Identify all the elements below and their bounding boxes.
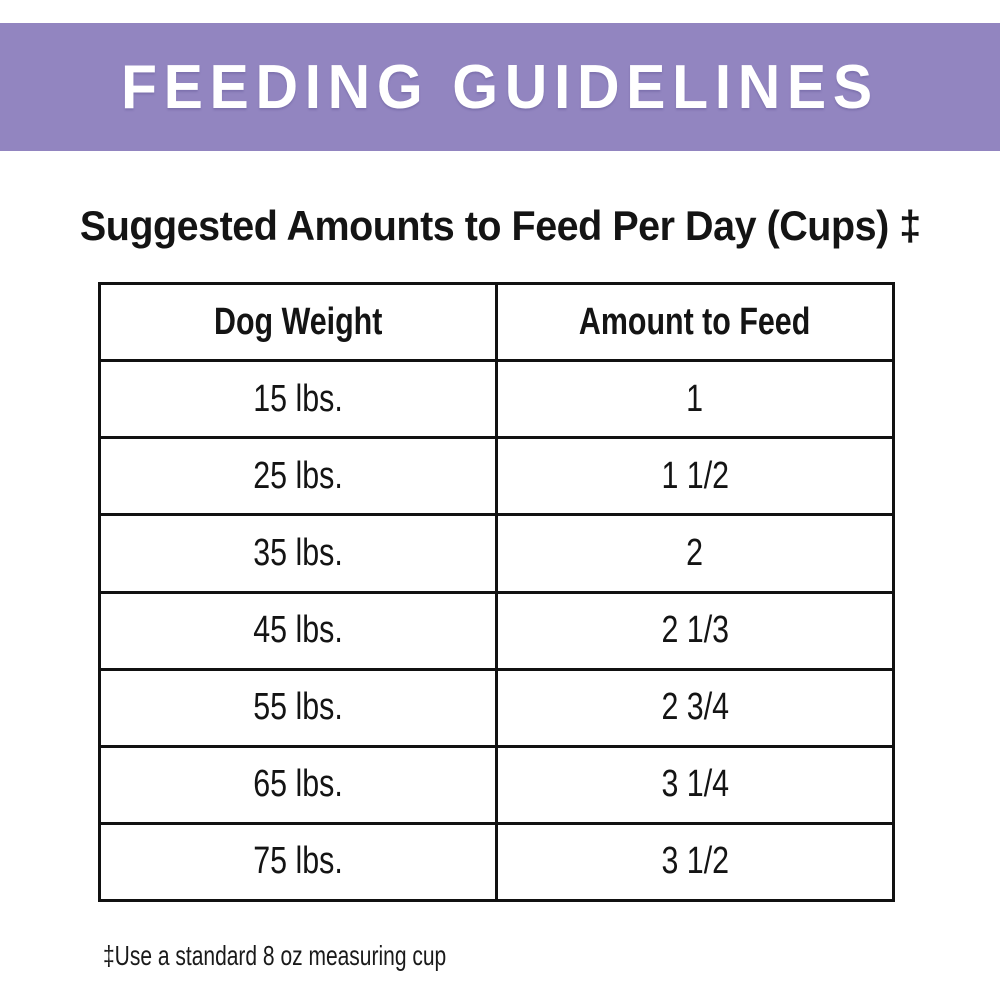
footnote: ‡Use a standard 8 oz measuring cup	[103, 938, 561, 979]
table-row: 35 lbs. 2	[101, 513, 892, 591]
col-header-amount-to-feed-label: Amount to Feed	[579, 300, 811, 343]
table-header-row: Dog Weight Amount to Feed	[101, 285, 892, 360]
table-row: 15 lbs. 1	[101, 359, 892, 437]
col-header-dog-weight-label: Dog Weight	[213, 300, 383, 343]
footnote-text: ‡Use a standard 8 oz measuring cup	[103, 940, 447, 971]
dog-weight-value: 75 lbs.	[253, 840, 343, 883]
banner-title: FEEDING GUIDELINES	[121, 52, 879, 122]
dog-weight-cell: 25 lbs.	[101, 439, 498, 514]
dog-weight-value: 25 lbs.	[253, 454, 343, 497]
amount-value: 2	[686, 531, 704, 574]
dog-weight-cell: 65 lbs.	[101, 747, 498, 822]
amount-cell: 2 3/4	[498, 671, 892, 745]
dog-weight-value: 45 lbs.	[253, 609, 343, 652]
table-row: 45 lbs. 2 1/3	[101, 590, 892, 668]
amount-cell: 3 1/4	[498, 748, 892, 822]
amount-value: 3 1/2	[661, 840, 729, 883]
dog-weight-cell: 75 lbs.	[101, 824, 498, 899]
table-row: 75 lbs. 3 1/2	[101, 821, 892, 899]
dog-weight-value: 35 lbs.	[253, 531, 343, 574]
dog-weight-value: 65 lbs.	[253, 763, 343, 806]
amount-cell: 2	[498, 516, 892, 590]
page-title-text: Suggested Amounts to Feed Per Day (Cups)…	[79, 202, 921, 249]
dog-weight-value: 55 lbs.	[253, 686, 343, 729]
amount-value: 2 3/4	[661, 686, 729, 729]
feeding-table: Dog Weight Amount to Feed 15 lbs. 1 25 l…	[98, 282, 895, 902]
amount-cell: 3 1/2	[498, 825, 892, 899]
amount-value: 2 1/3	[661, 609, 729, 652]
col-header-dog-weight: Dog Weight	[101, 285, 498, 360]
amount-value: 3 1/4	[661, 763, 729, 806]
amount-value: 1	[686, 377, 704, 420]
dog-weight-cell: 55 lbs.	[101, 670, 498, 745]
amount-cell: 2 1/3	[498, 594, 892, 668]
amount-cell: 1	[498, 362, 892, 436]
dog-weight-cell: 35 lbs.	[101, 516, 498, 591]
table-row: 55 lbs. 2 3/4	[101, 667, 892, 745]
amount-cell: 1 1/2	[498, 439, 892, 513]
table-row: 65 lbs. 3 1/4	[101, 744, 892, 822]
amount-value: 1 1/2	[661, 454, 729, 497]
dog-weight-value: 15 lbs.	[253, 377, 343, 420]
dog-weight-cell: 15 lbs.	[101, 362, 498, 437]
dog-weight-cell: 45 lbs.	[101, 593, 498, 668]
table-row: 25 lbs. 1 1/2	[101, 436, 892, 514]
col-header-amount-to-feed: Amount to Feed	[498, 285, 892, 359]
banner: FEEDING GUIDELINES	[0, 23, 1000, 151]
page-title: Suggested Amounts to Feed Per Day (Cups)…	[0, 201, 1000, 254]
